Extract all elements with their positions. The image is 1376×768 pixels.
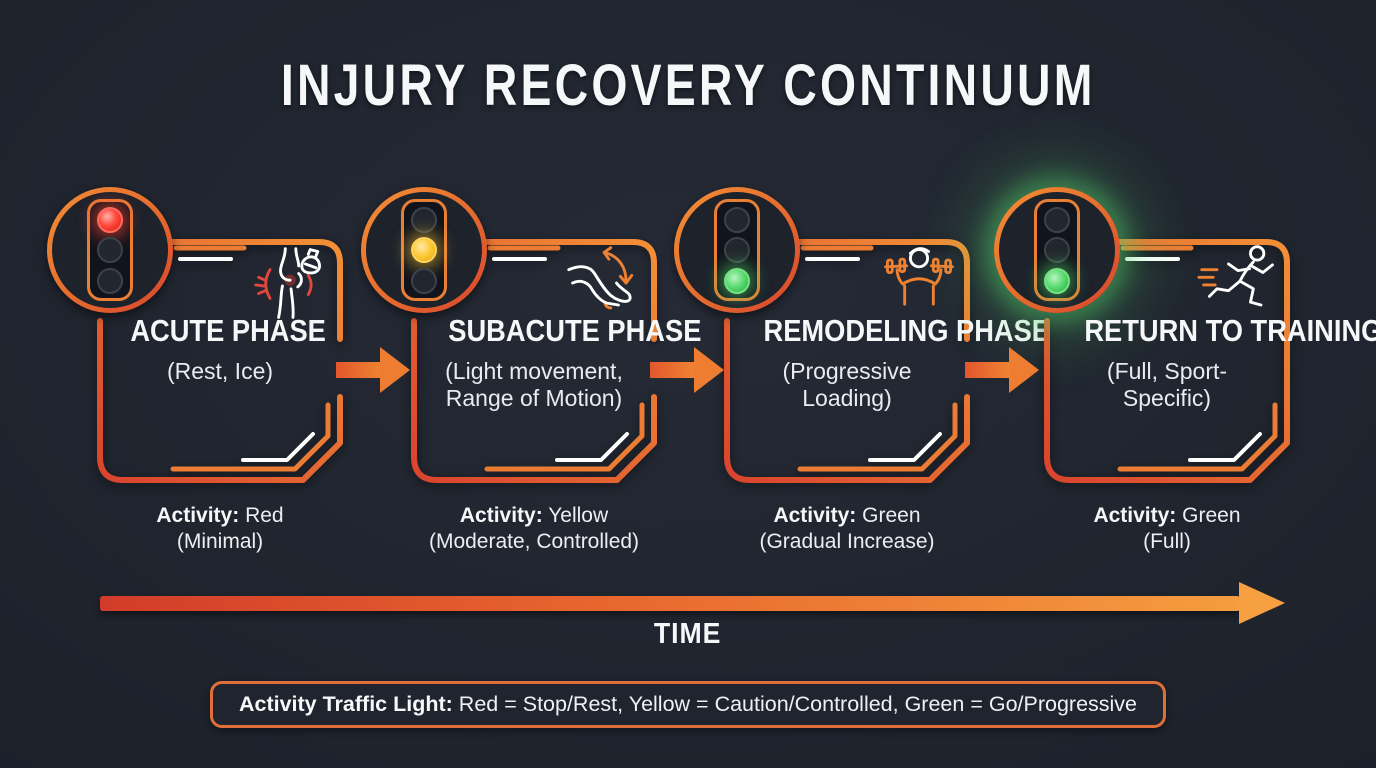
activity-note: Activity: Green (Full) (997, 503, 1337, 556)
card-border-frame (411, 239, 657, 483)
arrow-head (1009, 347, 1039, 393)
phase-title: REMODELING PHASE (763, 313, 1050, 348)
traffic-light-circle-inner (679, 192, 795, 308)
yellow-lamp-icon (1044, 237, 1070, 263)
phase-subtitle: (Full, Sport-Specific) (1106, 357, 1228, 411)
arrow-shaft (650, 362, 694, 378)
card-border-frame (724, 239, 970, 483)
phase-subtitle: (Rest, Ice) (166, 357, 274, 384)
page-title: INJURY RECOVERY CONTINUUM (0, 52, 1376, 119)
traffic-light (401, 199, 447, 301)
activity-detail: (Gradual Increase) (759, 530, 935, 554)
dumbbell-press-icon (884, 247, 954, 306)
yellow-lamp-icon (724, 237, 750, 263)
yellow-lamp-icon (411, 237, 437, 263)
green-lamp-icon (97, 267, 123, 294)
activity-note: Activity: Yellow (Moderate, Controlled) (364, 503, 704, 556)
card-text: RETURN TO TRAINING (Full, Sport-Specific… (1064, 313, 1376, 412)
arrow-head (694, 347, 724, 393)
activity-value: Green (862, 504, 921, 527)
red-lamp-icon (97, 206, 123, 233)
phase-card-acute: ACUTE PHASE (Rest, Ice) Activity: Red (M… (47, 187, 345, 553)
arrow-shaft (965, 362, 1009, 378)
red-lamp-icon (1044, 206, 1070, 233)
flow-arrow-icon (965, 347, 1039, 393)
phase-subtitle: (Progressive Loading) (782, 357, 912, 411)
leg-range-of-motion-icon (567, 246, 634, 310)
activity-value: Green (1182, 504, 1241, 527)
traffic-light-circle-inner (52, 192, 168, 308)
traffic-light-circle (994, 187, 1120, 313)
flow-arrow-icon (336, 347, 410, 393)
green-lamp-icon (1044, 267, 1070, 294)
activity-value: Yellow (548, 504, 609, 527)
red-lamp-icon (724, 206, 750, 233)
phase-card-remodeling: REMODELING PHASE (Progressive Loading) A… (674, 187, 1050, 553)
activity-note: Activity: Green (Gradual Increase) (677, 503, 1017, 556)
green-lamp-icon (411, 267, 437, 294)
phase-title: SUBACUTE PHASE (448, 313, 702, 348)
traffic-light-circle (47, 187, 173, 313)
time-arrow-shaft (100, 596, 1240, 611)
arrow-shaft (336, 362, 380, 378)
card-text: REMODELING PHASE (Progressive Loading) (744, 313, 1050, 412)
phase-card-return-to-training: RETURN TO TRAINING (Full, Sport-Specific… (994, 187, 1376, 553)
sprinter-icon (1197, 245, 1274, 307)
activity-label: Activity: (773, 504, 857, 527)
traffic-light-circle (361, 187, 487, 313)
card-border-frame (97, 239, 343, 483)
knee-ice-icon (254, 247, 321, 319)
activity-note: Activity: Red (Minimal) (50, 503, 390, 556)
time-axis-arrow-icon (100, 582, 1285, 624)
legend-text: Red = Stop/Rest, Yellow = Caution/Contro… (458, 692, 1138, 716)
traffic-light-circle-inner (366, 192, 482, 308)
yellow-lamp-icon (97, 237, 123, 263)
phase-title: RETURN TO TRAINING (1084, 313, 1376, 348)
activity-value: Red (245, 504, 284, 527)
traffic-light (1034, 199, 1080, 301)
traffic-light-circle (674, 187, 800, 313)
legend-label: Activity Traffic Light: (238, 692, 453, 716)
card-text: ACUTE PHASE (Rest, Ice) (117, 313, 326, 385)
card-text: SUBACUTE PHASE (Light movement, Range of… (431, 313, 702, 412)
activity-detail: (Moderate, Controlled) (428, 530, 640, 554)
activity-detail: (Full) (1143, 530, 1191, 554)
flow-arrow-icon (650, 347, 724, 393)
time-axis-label: TIME (654, 618, 722, 650)
activity-label: Activity: (156, 504, 240, 527)
activity-detail: (Minimal) (176, 530, 264, 554)
legend-box: Activity Traffic Light: Red = Stop/Rest,… (209, 681, 1167, 728)
green-lamp-icon (724, 267, 750, 294)
time-arrow-head (1239, 582, 1285, 624)
activity-label: Activity: (459, 504, 543, 527)
phase-title: ACUTE PHASE (130, 313, 326, 348)
card-border-frame (1044, 239, 1290, 483)
traffic-light (714, 199, 760, 301)
traffic-light (87, 199, 133, 301)
page-title-text: INJURY RECOVERY CONTINUUM (280, 53, 1096, 118)
phase-card-subacute: SUBACUTE PHASE (Light movement, Range of… (361, 187, 702, 553)
activity-label: Activity: (1093, 504, 1177, 527)
phase-subtitle: (Light movement, Range of Motion) (445, 357, 623, 411)
traffic-light-circle-inner (999, 192, 1115, 308)
arrow-head (380, 347, 410, 393)
red-lamp-icon (411, 206, 437, 233)
